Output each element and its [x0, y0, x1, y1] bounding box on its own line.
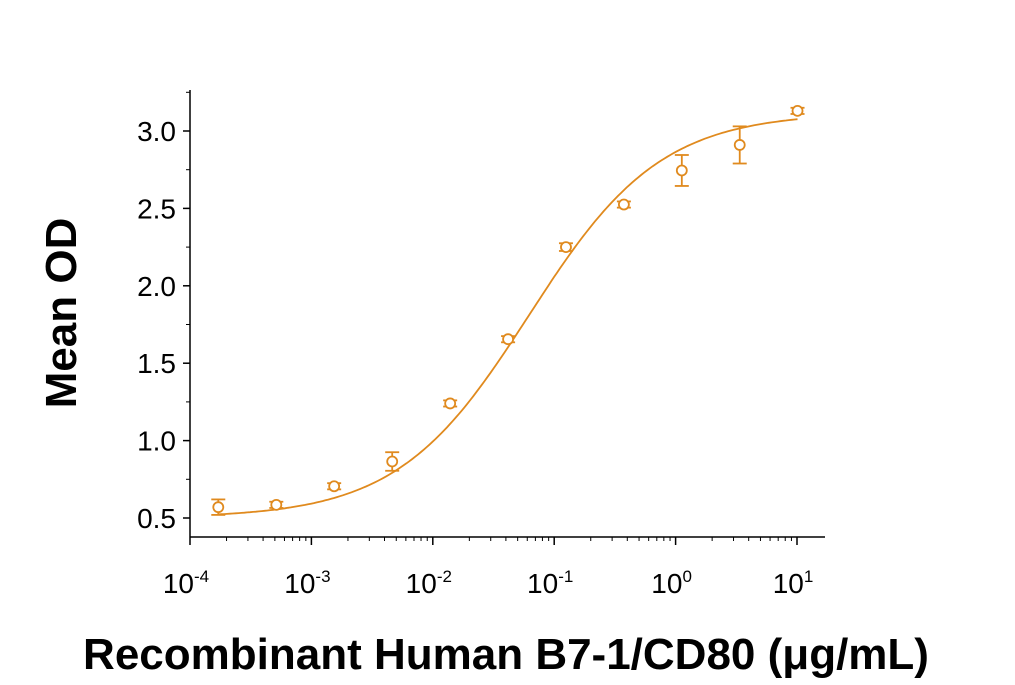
- data-point-group: [501, 333, 516, 346]
- x-tick-label: 101: [773, 567, 814, 599]
- y-tick-label: 1.5: [137, 348, 176, 379]
- x-tick-label: 10-4: [163, 567, 209, 599]
- y-axis-label: Mean OD: [37, 217, 86, 409]
- data-point-group: [674, 154, 689, 187]
- data-point-group: [790, 104, 805, 117]
- data-point-group: [211, 498, 226, 516]
- data-point: [212, 501, 225, 514]
- data-point: [675, 164, 688, 177]
- data-point: [386, 455, 399, 468]
- x-tick-label: 10-3: [284, 567, 330, 599]
- data-point-group: [327, 480, 342, 493]
- data-point: [270, 498, 283, 511]
- data-point: [560, 241, 572, 254]
- data-point: [733, 139, 746, 151]
- fit-curve-layer: [218, 118, 798, 516]
- y-tick-label: 1.0: [137, 426, 176, 457]
- data-point-group: [558, 241, 573, 254]
- data-point: [328, 480, 341, 493]
- x-axis-label: Recombinant Human B7-1/CD80 (μg/mL): [83, 630, 929, 679]
- data-point-group: [616, 198, 631, 211]
- x-tick-label: 10-2: [406, 567, 452, 599]
- y-tick-label: 2.0: [137, 271, 176, 302]
- data-point-group: [732, 125, 747, 165]
- data-point-group: [269, 498, 284, 511]
- data-point: [502, 333, 514, 346]
- data-point: [791, 104, 804, 117]
- x-tick-label: 10-1: [527, 567, 573, 599]
- axes: 0.5 1.0 1.5 2.0 2.5 3.0 10-4 10-3 10-2 10-1 100 101: [137, 90, 825, 599]
- data-points-layer: [211, 104, 805, 516]
- y-tick-label: 0.5: [137, 503, 176, 534]
- data-point: [617, 198, 630, 211]
- data-point: [444, 397, 457, 410]
- y-tick-label: 2.5: [137, 193, 176, 224]
- data-point-group: [385, 451, 400, 472]
- x-tick-label: 100: [651, 567, 692, 599]
- y-tick-label: 3.0: [137, 116, 176, 147]
- fit-curve: [218, 118, 798, 516]
- data-point-group: [443, 397, 458, 410]
